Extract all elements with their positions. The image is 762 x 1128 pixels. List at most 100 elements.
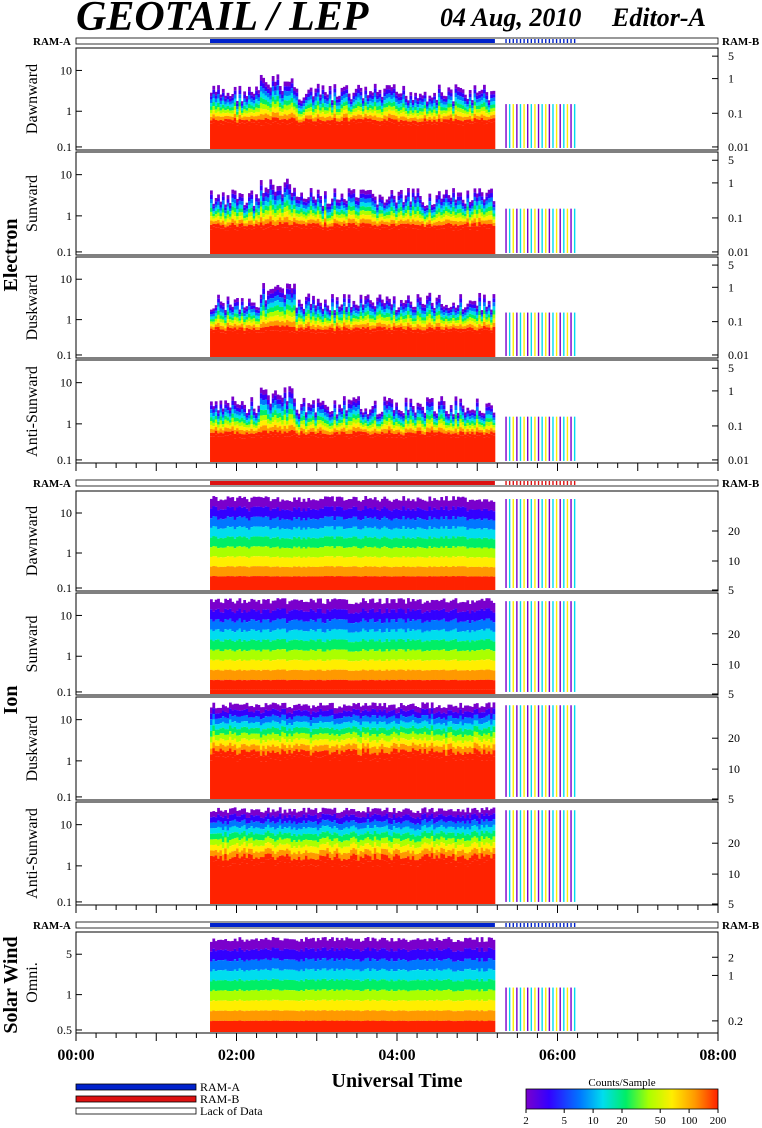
electron-sunward-cell <box>226 222 230 227</box>
electron-anti-sunward-cell <box>404 415 408 420</box>
electron-dawnward-cell <box>402 94 406 99</box>
electron-sunward-cell <box>323 218 327 223</box>
electron-sunward-cell <box>426 227 429 254</box>
electron-dawnward-cell <box>404 111 408 115</box>
electron-sunward-right-tick-label: 1 <box>728 176 734 190</box>
electron-anti-sunward-cell <box>340 411 344 415</box>
electron-dawnward-cell <box>454 105 458 111</box>
electron-sunward-cell <box>347 222 351 228</box>
electron-sunward-cell <box>369 219 372 224</box>
electron-dawnward-cell <box>352 99 356 103</box>
electron-sunward-cell <box>285 205 289 212</box>
electron-anti-sunward-cell <box>461 422 465 426</box>
electron-duskward-cell <box>468 323 472 328</box>
electron-sunward-cell <box>331 198 334 203</box>
electron-anti-sunward-cell <box>385 404 389 409</box>
electron-sunward-cell <box>338 212 341 216</box>
electron-anti-sunward-cell <box>300 410 304 415</box>
electron-dawnward-cell <box>345 113 349 118</box>
electron-sunward-cell <box>459 229 463 254</box>
electron-anti-sunward-cell <box>426 423 429 428</box>
electron-sunward-cell <box>392 227 396 254</box>
electron-sunward-cell <box>473 218 477 223</box>
electron-anti-sunward-cell <box>345 425 349 428</box>
electron-dawnward-cell <box>319 107 322 111</box>
electron-dawnward-cell <box>257 97 261 102</box>
electron-anti-sunward-cell <box>321 413 325 418</box>
electron-dawnward-cell <box>399 123 403 149</box>
electron-dawnward-cell <box>259 125 263 149</box>
electron-anti-sunward-cell <box>407 412 410 416</box>
electron-sunward-cell <box>290 228 294 254</box>
electron-sunward-cell <box>314 205 318 209</box>
electron-dawnward-cell <box>283 104 287 110</box>
electron-anti-sunward-cell <box>214 415 218 420</box>
electron-anti-sunward-cell <box>233 409 237 414</box>
electron-duskward-cell <box>383 323 387 327</box>
electron-sunward-cell <box>297 207 301 211</box>
electron-dawnward-cell <box>428 95 432 99</box>
electron-sunward-cell <box>390 190 394 195</box>
electron-sunward-cell <box>252 216 256 219</box>
electron-sunward-cell <box>483 199 486 203</box>
electron-anti-sunward-cell <box>404 410 408 416</box>
electron-anti-sunward-cell <box>331 416 334 420</box>
electron-duskward-sparse-line <box>570 312 572 356</box>
electron-anti-sunward-cell <box>257 435 261 462</box>
electron-dawnward-cell <box>243 109 247 113</box>
electron-sunward-cell <box>421 218 425 222</box>
electron-anti-sunward-cell <box>366 423 370 427</box>
electron-ram-tick <box>545 39 547 43</box>
electron-sunward-cell <box>411 223 415 229</box>
electron-duskward-cell <box>278 326 282 332</box>
electron-sunward-cell <box>478 200 482 206</box>
electron-anti-sunward-cell <box>416 413 420 417</box>
electron-anti-sunward-cell <box>366 414 370 417</box>
electron-sunward-cell <box>480 204 484 209</box>
electron-dawnward-cell <box>373 124 377 149</box>
electron-sunward-cell <box>397 191 401 196</box>
electron-duskward-label: Duskward <box>24 275 41 341</box>
electron-dawnward-cell <box>357 84 360 90</box>
electron-duskward-sparse-line <box>523 312 525 356</box>
electron-sunward-cell <box>302 227 306 254</box>
electron-sunward-cell <box>285 227 289 254</box>
electron-duskward-cell <box>316 328 320 333</box>
electron-dawnward-cell <box>369 97 372 102</box>
electron-sunward-cell <box>418 199 422 204</box>
electron-dawnward-cell <box>250 115 254 119</box>
electron-duskward-cell <box>250 316 254 320</box>
electron-anti-sunward-cell <box>276 403 280 409</box>
electron-sunward-cell <box>290 216 294 221</box>
electron-dawnward-cell <box>338 95 341 100</box>
electron-anti-sunward-cell <box>423 426 427 430</box>
electron-sunward-cell <box>240 223 244 227</box>
electron-sunward-cell <box>466 190 470 195</box>
electron-dawnward-cell <box>373 97 377 102</box>
electron-anti-sunward-cell <box>217 436 220 462</box>
electron-anti-sunward-cell <box>487 433 491 438</box>
electron-dawnward-right-tick-label: 0.1 <box>728 106 743 120</box>
electron-dawnward-cell <box>388 117 391 122</box>
electron-sunward-cell <box>421 213 425 216</box>
electron-duskward-cell <box>390 323 394 327</box>
electron-sunward-cell <box>471 223 474 227</box>
electron-duskward-cell <box>321 332 325 357</box>
electron-dawnward-cell <box>461 97 465 102</box>
electron-dawnward-cell <box>409 125 413 149</box>
electron-dawnward-cell <box>471 100 474 103</box>
electron-anti-sunward-cell <box>483 424 486 427</box>
electron-anti-sunward-cell <box>447 425 451 428</box>
electron-anti-sunward-cell <box>250 415 254 420</box>
electron-anti-sunward-cell <box>475 423 479 428</box>
electron-duskward-cell <box>347 298 351 304</box>
electron-anti-sunward-cell <box>278 412 282 418</box>
electron-duskward-cell <box>264 300 268 304</box>
electron-duskward-cell <box>300 309 304 313</box>
electron-dawnward-cell <box>269 99 273 104</box>
electron-sunward-cell <box>428 205 432 209</box>
electron-anti-sunward-cell <box>309 407 313 412</box>
electron-ram-tick <box>537 39 540 43</box>
electron-dawnward-cell <box>361 111 365 115</box>
electron-duskward-cell <box>402 306 406 310</box>
